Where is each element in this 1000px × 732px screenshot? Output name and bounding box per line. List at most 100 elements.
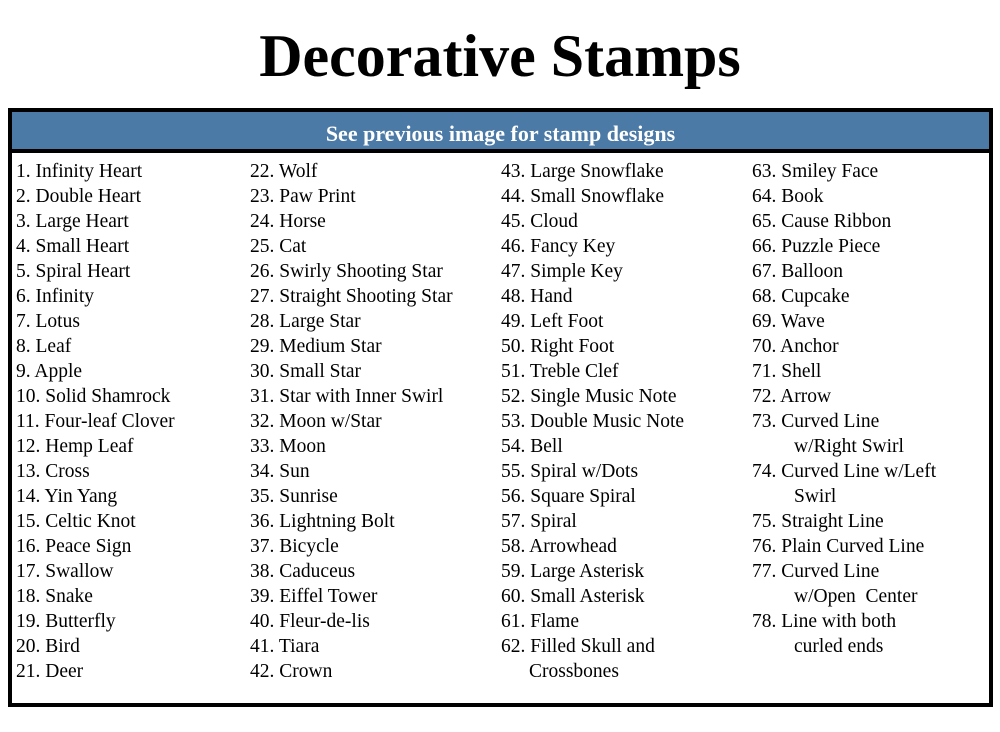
stamp-item-label: 36. Lightning Bolt (250, 511, 395, 532)
stamp-list-item: 26. Swirly Shooting Star (250, 259, 453, 284)
stamp-list-item: 27. Straight Shooting Star (250, 284, 453, 309)
stamp-item-label: 75. Straight Line (752, 511, 884, 532)
stamp-list-item: 32. Moon w/Star (250, 409, 453, 434)
stamp-item-label: 64. Book (752, 186, 824, 207)
stamp-item-label: 65. Cause Ribbon (752, 211, 892, 232)
stamp-list-item: 68. Cupcake (752, 284, 936, 309)
stamp-list-item: 9. Apple (16, 359, 175, 384)
stamp-item-label: 7. Lotus (16, 311, 80, 332)
stamp-item-label: 9. Apple (16, 361, 83, 382)
stamp-item-label: 53. Double Music Note (501, 411, 685, 432)
stamp-item-label: 8. Leaf (16, 336, 72, 357)
stamp-list-item: 29. Medium Star (250, 334, 453, 359)
stamp-list-item: 77. Curved Line w/Open Center (752, 559, 936, 609)
stamp-item-label: 28. Large Star (250, 311, 361, 332)
stamp-item-label: 48. Hand (501, 286, 573, 307)
stamp-item-label: 73. Curved Line (752, 411, 880, 432)
stamp-list-item: 64. Book (752, 184, 936, 209)
stamp-list-item: 34. Sun (250, 459, 453, 484)
stamp-list-item: 47. Simple Key (501, 259, 684, 284)
stamp-item-label: 10. Solid Shamrock (16, 386, 171, 407)
stamp-list-item: 60. Small Asterisk (501, 584, 684, 609)
stamp-item-label: 14. Yin Yang (16, 486, 118, 507)
stamp-list-item: 50. Right Foot (501, 334, 684, 359)
stamp-list-item: 46. Fancy Key (501, 234, 684, 259)
stamp-item-label: 27. Straight Shooting Star (250, 286, 453, 307)
stamp-item-label: 29. Medium Star (250, 336, 382, 357)
stamp-item-label: 57. Spiral (501, 511, 577, 532)
stamp-list-item: 24. Horse (250, 209, 453, 234)
list-header: See previous image for stamp designs (12, 112, 989, 153)
stamp-item-label: 2. Double Heart (16, 186, 142, 207)
stamp-list-item: 45. Cloud (501, 209, 684, 234)
stamp-list-item: 51. Treble Clef (501, 359, 684, 384)
stamp-item-continuation: w/Open Center (794, 586, 918, 607)
stamp-item-label: 69. Wave (752, 311, 825, 332)
stamp-item-label: 62. Filled Skull and (501, 636, 655, 657)
stamp-item-label: 63. Smiley Face (752, 161, 879, 182)
stamp-item-label: 49. Left Foot (501, 311, 604, 332)
stamp-item-label: 70. Anchor (752, 336, 839, 357)
stamp-list-item: 66. Puzzle Piece (752, 234, 936, 259)
stamp-list-item: 52. Single Music Note (501, 384, 684, 409)
stamp-list-item: 58. Arrowhead (501, 534, 684, 559)
stamp-item-label: 37. Bicycle (250, 536, 339, 557)
stamp-item-label: 26. Swirly Shooting Star (250, 261, 443, 282)
stamp-item-label: 77. Curved Line (752, 561, 880, 582)
stamp-item-label: 41. Tiara (250, 636, 320, 657)
stamp-list-item: 1. Infinity Heart (16, 159, 175, 184)
stamp-item-label: 20. Bird (16, 636, 80, 657)
stamp-item-label: 61. Flame (501, 611, 579, 632)
stamp-list-item: 8. Leaf (16, 334, 175, 359)
stamp-item-continuation: Crossbones (529, 661, 619, 682)
stamp-list-item: 74. Curved Line w/Left Swirl (752, 459, 936, 509)
stamp-list-item: 62. Filled Skull and Crossbones (501, 634, 684, 684)
stamp-item-label: 34. Sun (250, 461, 310, 482)
stamp-item-label: 45. Cloud (501, 211, 578, 232)
stamp-item-label: 24. Horse (250, 211, 326, 232)
stamp-list-item: 17. Swallow (16, 559, 175, 584)
stamp-item-label: 3. Large Heart (16, 211, 129, 232)
stamp-list-item: 14. Yin Yang (16, 484, 175, 509)
stamp-item-label: 17. Swallow (16, 561, 114, 582)
stamp-item-label: 46. Fancy Key (501, 236, 616, 257)
stamp-list-item: 59. Large Asterisk (501, 559, 684, 584)
stamp-item-label: 71. Shell (752, 361, 822, 382)
stamp-list-item: 2. Double Heart (16, 184, 175, 209)
stamp-item-label: 39. Eiffel Tower (250, 586, 378, 607)
stamp-list-item: 31. Star with Inner Swirl (250, 384, 453, 409)
stamp-item-label: 4. Small Heart (16, 236, 130, 257)
stamp-list-item: 72. Arrow (752, 384, 936, 409)
stamp-list-item: 35. Sunrise (250, 484, 453, 509)
stamp-item-label: 31. Star with Inner Swirl (250, 386, 444, 407)
stamp-column-4: 63. Smiley Face 64. Book 65. Cause Ribbon 6… (752, 159, 936, 659)
stamp-list-item: 65. Cause Ribbon (752, 209, 936, 234)
stamp-list-item: 53. Double Music Note (501, 409, 684, 434)
stamp-item-label: 56. Square Spiral (501, 486, 636, 507)
stamp-list-item: 6. Infinity (16, 284, 175, 309)
stamp-list-item: 19. Butterfly (16, 609, 175, 634)
stamp-item-label: 12. Hemp Leaf (16, 436, 134, 457)
stamp-list-item: 49. Left Foot (501, 309, 684, 334)
stamp-list-item: 20. Bird (16, 634, 175, 659)
stamp-item-label: 11. Four-leaf Clover (16, 411, 175, 432)
stamp-item-label: 23. Paw Print (250, 186, 356, 207)
stamp-list-item: 16. Peace Sign (16, 534, 175, 559)
stamp-list-item: 56. Square Spiral (501, 484, 684, 509)
stamp-item-label: 60. Small Asterisk (501, 586, 645, 607)
stamp-item-label: 66. Puzzle Piece (752, 236, 881, 257)
stamp-item-label: 72. Arrow (752, 386, 832, 407)
stamp-list-item: 23. Paw Print (250, 184, 453, 209)
stamp-list-item: 37. Bicycle (250, 534, 453, 559)
stamp-item-label: 18. Snake (16, 586, 93, 607)
stamp-item-label: 19. Butterfly (16, 611, 116, 632)
stamp-list-item: 18. Snake (16, 584, 175, 609)
stamp-item-label: 47. Simple Key (501, 261, 623, 282)
stamp-list-item: 43. Large Snowflake (501, 159, 684, 184)
stamp-list-item: 55. Spiral w/Dots (501, 459, 684, 484)
stamp-list-item: 44. Small Snowflake (501, 184, 684, 209)
stamp-item-label: 51. Treble Clef (501, 361, 619, 382)
stamp-item-label: 54. Bell (501, 436, 563, 457)
stamp-item-label: 52. Single Music Note (501, 386, 677, 407)
stamp-list-item: 21. Deer (16, 659, 175, 684)
